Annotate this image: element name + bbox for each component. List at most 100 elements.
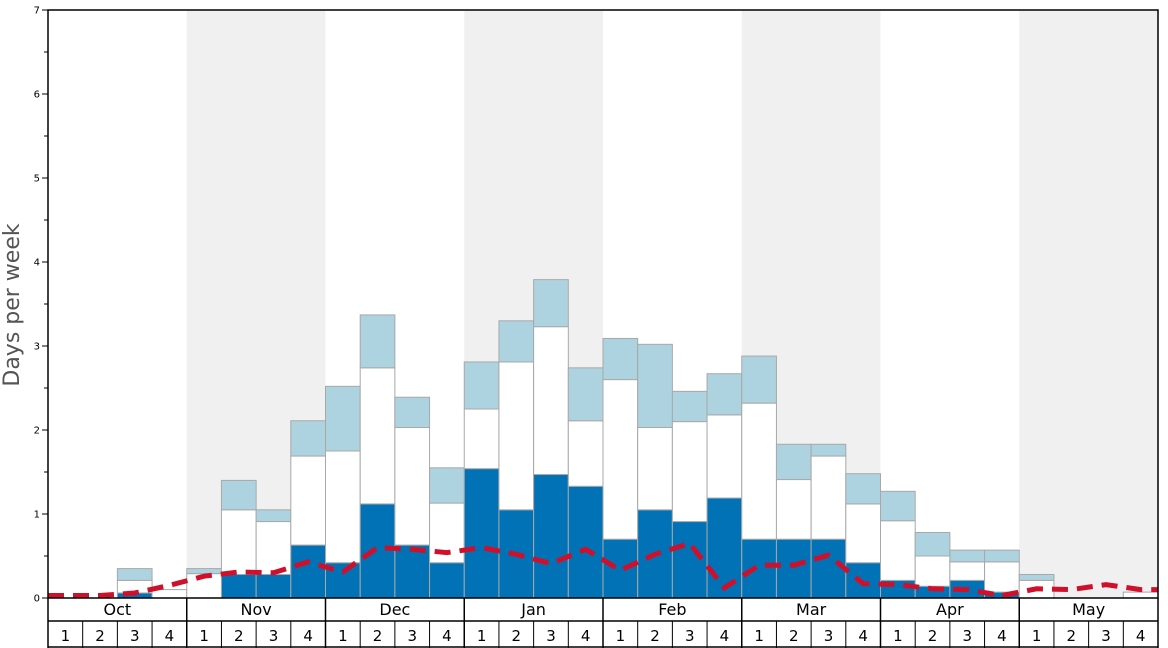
bar-segment (394, 396, 431, 428)
bar-segment (429, 562, 465, 599)
bar-segment (949, 561, 986, 581)
week-label: 3 (962, 627, 972, 645)
week-label: 4 (581, 627, 591, 645)
bar-segment (220, 479, 257, 511)
week-label: 4 (442, 627, 452, 645)
bar-segment (255, 573, 292, 599)
week-label: 4 (858, 627, 868, 645)
week-label: 1 (1032, 627, 1042, 645)
bar-segment (498, 320, 535, 363)
month-label: Jan (520, 600, 546, 619)
y-tick-label: 7 (34, 6, 40, 17)
bar-segment (845, 503, 881, 564)
bar-segment (463, 468, 500, 599)
week-label: 2 (373, 627, 383, 645)
month-label: Oct (104, 600, 132, 619)
bar-segment (220, 509, 257, 575)
bar-segment (220, 573, 257, 599)
bar-segment (567, 485, 604, 599)
bar-segment (255, 509, 292, 523)
week-label: 1 (199, 627, 209, 645)
bar-segment (741, 402, 777, 540)
bar-segment (325, 450, 361, 564)
bar-segment (810, 443, 847, 457)
bar-segment (1122, 591, 1159, 599)
y-tick-label: 4 (34, 258, 40, 269)
bar-segment (602, 337, 639, 381)
week-label: 2 (1067, 627, 1077, 645)
bar-segment (1018, 573, 1055, 581)
week-label: 3 (546, 627, 556, 645)
bar-segment (290, 420, 326, 457)
bar-segment (810, 538, 847, 599)
week-label: 3 (1101, 627, 1111, 645)
week-label: 3 (407, 627, 417, 645)
week-label: 3 (824, 627, 834, 645)
week-label: 1 (338, 627, 348, 645)
week-label: 4 (303, 627, 313, 645)
bar-segment (706, 373, 743, 416)
week-label: 1 (754, 627, 764, 645)
bar-segment (498, 361, 535, 511)
y-tick-label: 5 (34, 174, 40, 185)
axes: 0 1 2 3 4 5 6 7 Oct 1 2 3 4 Nov 1 2 3 4 Dec 1 2 3 4 Jan 1 2 3 4 Feb 1… (34, 6, 1159, 648)
bar-segment (602, 379, 639, 540)
bar-segment (845, 473, 881, 505)
week-label: 1 (616, 627, 626, 645)
bar-segment (116, 568, 153, 581)
bar-segment (359, 503, 396, 599)
bar-segment (567, 367, 604, 422)
bar-segment (775, 538, 812, 599)
week-label: 2 (512, 627, 522, 645)
month-label: Apr (936, 600, 964, 619)
bar-segment (325, 385, 361, 452)
y-tick-label: 0 (34, 594, 40, 605)
trend-series (48, 540, 1158, 599)
week-label: 4 (720, 627, 730, 645)
y-axis-title: Days per week (0, 223, 25, 386)
week-label: 1 (893, 627, 903, 645)
week-label: 2 (234, 627, 244, 645)
bar-segment (567, 420, 604, 487)
month-label: May (1072, 600, 1105, 619)
month-band-may (1019, 10, 1158, 598)
bar-segment (637, 426, 673, 511)
bar-segment (359, 314, 396, 369)
bar-segment (671, 521, 708, 599)
bar-segment (394, 426, 431, 546)
bar-segment (533, 474, 569, 599)
bar-segment (671, 390, 708, 423)
bar-segment (290, 544, 326, 599)
week-label: 2 (928, 627, 938, 645)
bar-segment (290, 455, 326, 546)
week-label: 2 (650, 627, 660, 645)
bar-segment (394, 544, 431, 599)
bar-segment (255, 521, 292, 575)
bar-segment (429, 467, 465, 504)
week-label: 3 (685, 627, 695, 645)
bar-segment (984, 549, 1020, 563)
week-label: 4 (997, 627, 1007, 645)
bar-segment (949, 549, 986, 563)
bar-segment (186, 568, 222, 575)
bar-segment (533, 279, 569, 328)
bar-segment (706, 414, 743, 499)
week-label: 1 (477, 627, 487, 645)
bar-segment (845, 562, 881, 599)
week-label: 2 (95, 627, 105, 645)
y-tick-label: 6 (34, 90, 40, 101)
month-label: Mar (796, 600, 827, 619)
bar-segment (359, 367, 396, 505)
month-label: Dec (379, 600, 410, 619)
bar-segment (741, 538, 777, 599)
week-label: 3 (130, 627, 140, 645)
bar-segment (914, 555, 951, 587)
bar-segment (984, 561, 1020, 593)
bar-segment (151, 589, 188, 599)
trend-line (48, 540, 1158, 599)
y-tick-label: 2 (34, 426, 40, 437)
week-label: 3 (269, 627, 279, 645)
bar-segment (637, 343, 673, 428)
bar-segment (533, 326, 569, 476)
